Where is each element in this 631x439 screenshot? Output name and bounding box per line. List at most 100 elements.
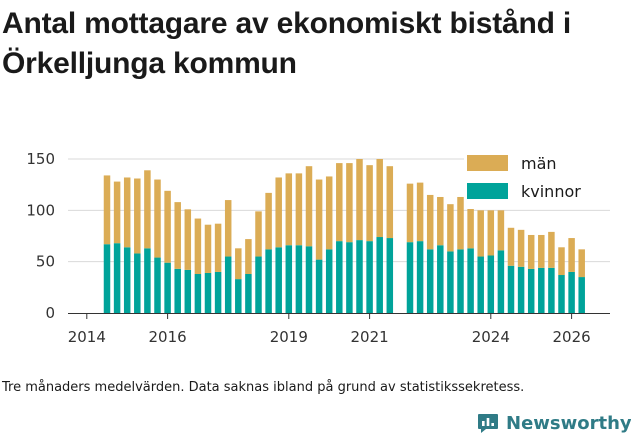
bar-stack (113, 181, 121, 313)
bar-man (538, 234, 545, 268)
bar-man (437, 196, 444, 246)
bar-man (558, 247, 565, 276)
bar-stack (346, 163, 353, 313)
bar-stack (538, 234, 545, 313)
bar-stack (214, 223, 222, 313)
bar-stack (174, 202, 181, 313)
y-tick-label: 150 (26, 150, 55, 168)
bar-stack (194, 218, 202, 313)
bar-stack (578, 249, 585, 313)
bar-stack (527, 234, 535, 313)
bar-man (386, 166, 394, 239)
bar-kvinnor (426, 249, 434, 313)
bar-man (487, 210, 495, 256)
bar-man (134, 178, 141, 254)
bar-man (123, 177, 131, 248)
bar-man (224, 200, 232, 257)
legend-label-men: män (521, 154, 557, 173)
bar-man (184, 209, 192, 270)
bar-stack (426, 194, 434, 313)
bar-stack (447, 204, 454, 313)
bar-kvinnor (548, 267, 555, 313)
bar-stack (164, 190, 171, 313)
bar-stack (366, 165, 373, 313)
bar-kvinnor (103, 244, 111, 313)
bar-man (164, 190, 171, 263)
bar-stack (517, 229, 525, 313)
bar-kvinnor (214, 271, 222, 313)
bar-stack (123, 177, 131, 313)
bar-kvinnor (174, 268, 181, 313)
bar-kvinnor (437, 245, 444, 313)
y-tick-label: 0 (45, 304, 55, 322)
bar-kvinnor (113, 243, 121, 313)
bar-kvinnor (507, 265, 515, 313)
bar-stack (548, 231, 555, 313)
x-tick-label: 2024 (472, 328, 510, 346)
newsworthy-logo-icon (478, 414, 498, 433)
bar-man (507, 227, 515, 266)
bar-man (467, 205, 474, 249)
bar-stack (235, 248, 242, 313)
bar-man (366, 165, 373, 242)
bars (103, 159, 585, 313)
bar-kvinnor (164, 262, 171, 313)
bar-man (406, 183, 414, 243)
bar-man (235, 248, 242, 280)
bar-man (214, 223, 222, 272)
legend: män kvinnor (464, 153, 612, 209)
bar-man (245, 239, 252, 274)
bar-man (477, 210, 484, 257)
bar-stack (376, 159, 383, 313)
bar-man (416, 182, 424, 242)
bar-man (154, 179, 161, 258)
bar-stack (568, 238, 575, 313)
bar-kvinnor (315, 259, 323, 313)
bar-kvinnor (356, 240, 363, 313)
bar-stack (437, 196, 444, 313)
bar-man (578, 249, 585, 278)
y-tick-label: 50 (36, 253, 55, 271)
bar-kvinnor (346, 242, 353, 313)
x-tick-label: 2014 (68, 328, 106, 346)
bar-kvinnor (578, 277, 585, 313)
legend-swatch-men (467, 155, 508, 171)
bar-man (103, 175, 111, 245)
bar-stack (487, 210, 495, 313)
bar-stack (184, 209, 192, 313)
bar-man (517, 229, 525, 267)
bar-man (548, 231, 555, 268)
brand-name: Newsworthy (506, 412, 631, 434)
bar-stack (457, 196, 464, 313)
bar-kvinnor (447, 251, 454, 313)
bar-kvinnor (467, 248, 474, 313)
bar-stack (406, 183, 414, 313)
bar-stack (265, 192, 272, 313)
bar-stack (255, 211, 262, 313)
bar-kvinnor (224, 256, 232, 313)
chart-title: Antal mottagare av ekonomiskt bistånd i … (2, 7, 571, 80)
bar-man (255, 211, 262, 257)
bar-kvinnor (265, 249, 272, 313)
bar-man (275, 177, 282, 248)
bar-man (113, 181, 121, 244)
bar-kvinnor (204, 272, 212, 313)
bar-stack (558, 247, 565, 313)
x-tick-label: 2026 (553, 328, 591, 346)
bar-stack (245, 239, 252, 313)
bar-kvinnor (517, 266, 525, 313)
bar-kvinnor (325, 249, 333, 313)
footnote: Tre månaders medelvärden. Data saknas ib… (2, 380, 525, 395)
bar-kvinnor (527, 268, 535, 313)
x-axis: 2014 2016 2019 2021 2024 2026 (68, 313, 610, 346)
bar-man (426, 194, 434, 250)
bar-kvinnor (376, 237, 383, 313)
brand[interactable]: Newsworthy (476, 408, 631, 438)
bar-kvinnor (184, 269, 192, 313)
x-tick-label: 2021 (351, 328, 389, 346)
bar-stack (134, 178, 141, 313)
bar-kvinnor (386, 238, 394, 313)
bar-man (527, 234, 535, 269)
bar-kvinnor (194, 273, 202, 313)
legend-label-women: kvinnor (521, 182, 581, 201)
